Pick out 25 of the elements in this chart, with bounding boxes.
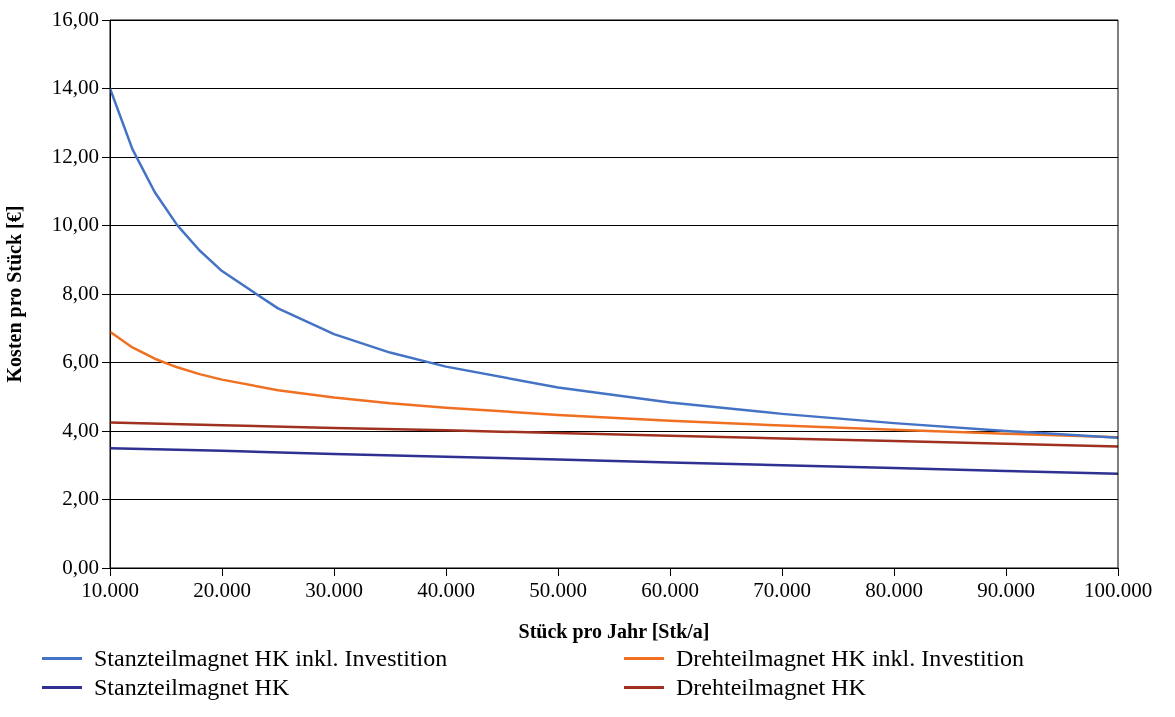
x-tick-label: 10.000 (81, 578, 139, 603)
y-tick-label: 8,00 (62, 280, 99, 305)
x-tick-label: 100.000 (1083, 578, 1153, 603)
y-tick-label: 2,00 (62, 486, 99, 511)
y-tick-label: 12,00 (51, 143, 99, 168)
legend-label: Drehteilmagnet HK (676, 674, 866, 701)
x-tick-label: 60.000 (641, 578, 699, 603)
y-tick-label: 16,00 (51, 6, 99, 31)
legend-label: Stanzteilmagnet HK inkl. Investition (94, 645, 448, 672)
y-tick-label: 6,00 (62, 349, 99, 374)
x-tick-label: 20.000 (193, 578, 251, 603)
legend-label: Drehteilmagnet HK inkl. Investition (676, 645, 1024, 672)
x-tick-label: 80.000 (865, 578, 923, 603)
y-tick-label: 4,00 (62, 417, 99, 442)
y-tick-label: 0,00 (62, 554, 99, 579)
x-tick-label: 30.000 (305, 578, 363, 603)
legend-label: Stanzteilmagnet HK (94, 674, 290, 701)
y-tick-label: 10,00 (51, 212, 99, 237)
y-axis-title: Kosten pro Stück [€] (3, 205, 27, 383)
x-tick-label: 40.000 (417, 578, 475, 603)
x-tick-label: 50.000 (529, 578, 587, 603)
x-tick-label: 90.000 (977, 578, 1035, 603)
x-axis-title: Stück pro Jahr [Stk/a] (518, 620, 710, 644)
x-tick-label: 70.000 (753, 578, 811, 603)
y-tick-label: 14,00 (51, 75, 99, 100)
